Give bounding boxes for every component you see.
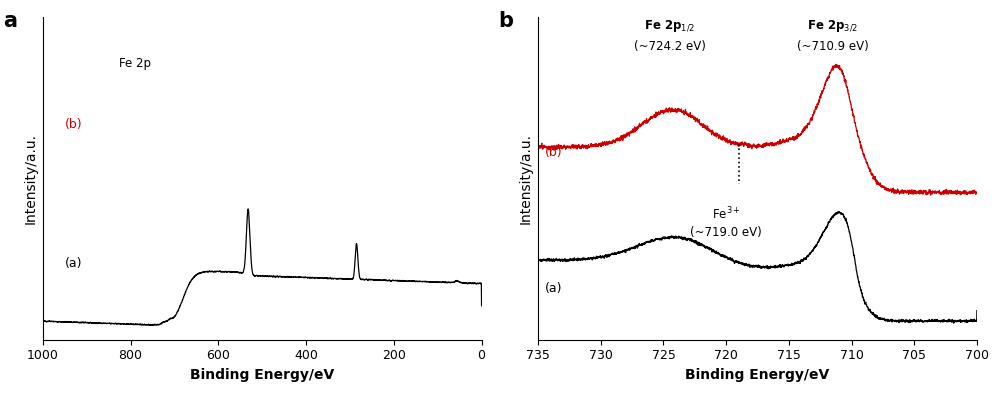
- Text: (a): (a): [544, 282, 562, 296]
- Text: b: b: [499, 11, 514, 31]
- Text: O 1s: O 1s: [0, 392, 1, 393]
- Text: Fe$^{3+}$: Fe$^{3+}$: [712, 206, 741, 223]
- Text: C 1s: C 1s: [0, 392, 1, 393]
- Y-axis label: Intensity/a.u.: Intensity/a.u.: [23, 133, 37, 224]
- Text: Fe 3p3: Fe 3p3: [0, 392, 1, 393]
- Text: O KLL: O KLL: [0, 392, 1, 393]
- Text: Fe 2p$_{1/2}$: Fe 2p$_{1/2}$: [644, 18, 695, 34]
- Text: P 2p3: P 2p3: [0, 392, 1, 393]
- Text: (~719.0 eV): (~719.0 eV): [690, 226, 762, 239]
- Text: (~710.9 eV): (~710.9 eV): [797, 40, 869, 53]
- Y-axis label: Intensity/a.u.: Intensity/a.u.: [519, 133, 533, 224]
- Text: Fe 2p: Fe 2p: [119, 57, 151, 70]
- Text: a: a: [3, 11, 17, 31]
- X-axis label: Binding Energy/eV: Binding Energy/eV: [685, 368, 830, 382]
- Text: (a): (a): [65, 257, 82, 270]
- Text: (~724.2 eV): (~724.2 eV): [634, 40, 706, 53]
- Text: (b): (b): [544, 146, 562, 159]
- X-axis label: Binding Energy/eV: Binding Energy/eV: [190, 368, 334, 382]
- Text: (b): (b): [65, 118, 82, 131]
- Text: Fe 2p$_{3/2}$: Fe 2p$_{3/2}$: [807, 18, 858, 34]
